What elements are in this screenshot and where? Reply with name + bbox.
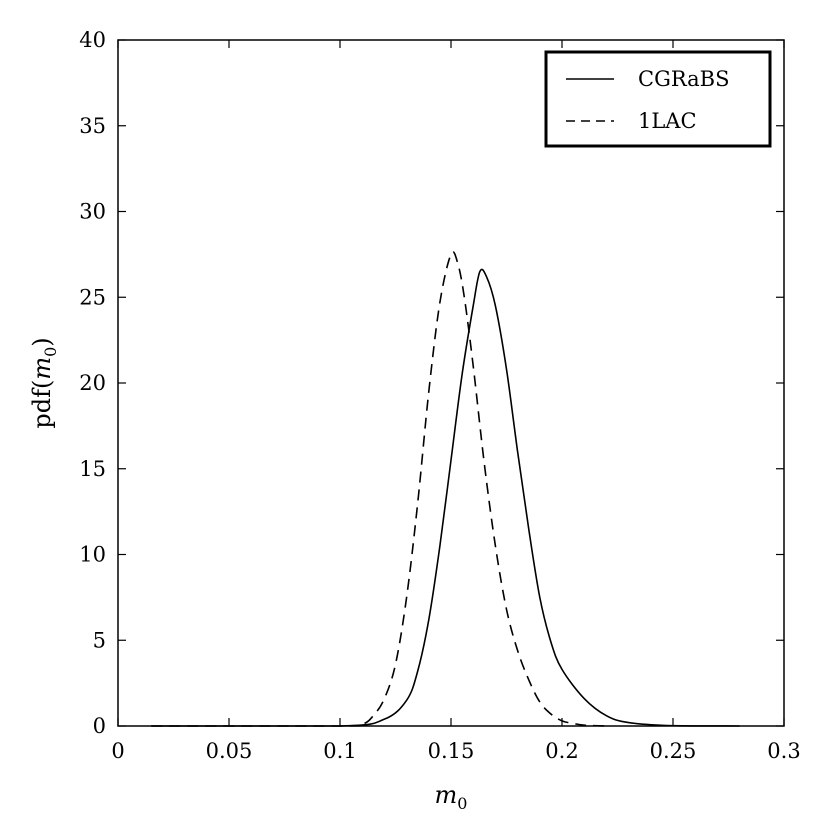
y-tick-label: 20 (79, 371, 106, 395)
y-tick-label: 30 (79, 200, 106, 224)
y-axis-var: m (28, 357, 56, 380)
y-tick-label: 35 (79, 114, 106, 138)
legend-label-2: 1LAC (638, 109, 697, 133)
series-layer (151, 251, 740, 727)
x-axis-title: m0 (435, 781, 468, 813)
y-tick-label: 0 (93, 714, 106, 738)
x-tick-label: 0.2 (545, 739, 578, 763)
y-tick-label: 10 (79, 543, 106, 567)
y-axis-prefix: pdf( (28, 380, 56, 429)
y-axis-title: pdf(m0) (28, 337, 60, 428)
x-tick-label: 0.25 (650, 739, 697, 763)
series-line-1lac (151, 251, 607, 727)
x-tick-label: 0.15 (428, 739, 475, 763)
y-tick-label: 15 (79, 457, 106, 481)
x-axis-sub: 0 (457, 794, 467, 813)
ticks-layer: 0 0.05 0.1 0.15 0.2 0.25 0.3 0 5 10 15 20 25 30 35 40 (79, 28, 800, 763)
legend-label-1: CGRaBS (638, 67, 729, 91)
y-tick-label: 40 (79, 28, 106, 52)
legend-box (544, 50, 772, 148)
y-axis-sub: 0 (41, 347, 60, 357)
legend: CGRaBS 1LAC (544, 50, 772, 148)
x-tick-label: 0.1 (323, 739, 356, 763)
y-tick-label: 25 (79, 285, 106, 309)
y-tick-label: 5 (93, 628, 106, 652)
x-tick-label: 0.05 (206, 739, 253, 763)
x-tick-label: 0.3 (767, 739, 800, 763)
y-axis-suffix: ) (28, 337, 56, 346)
x-tick-label: 0 (111, 739, 124, 763)
series-line-cgrabs (151, 268, 740, 727)
x-axis-var: m (435, 781, 458, 809)
